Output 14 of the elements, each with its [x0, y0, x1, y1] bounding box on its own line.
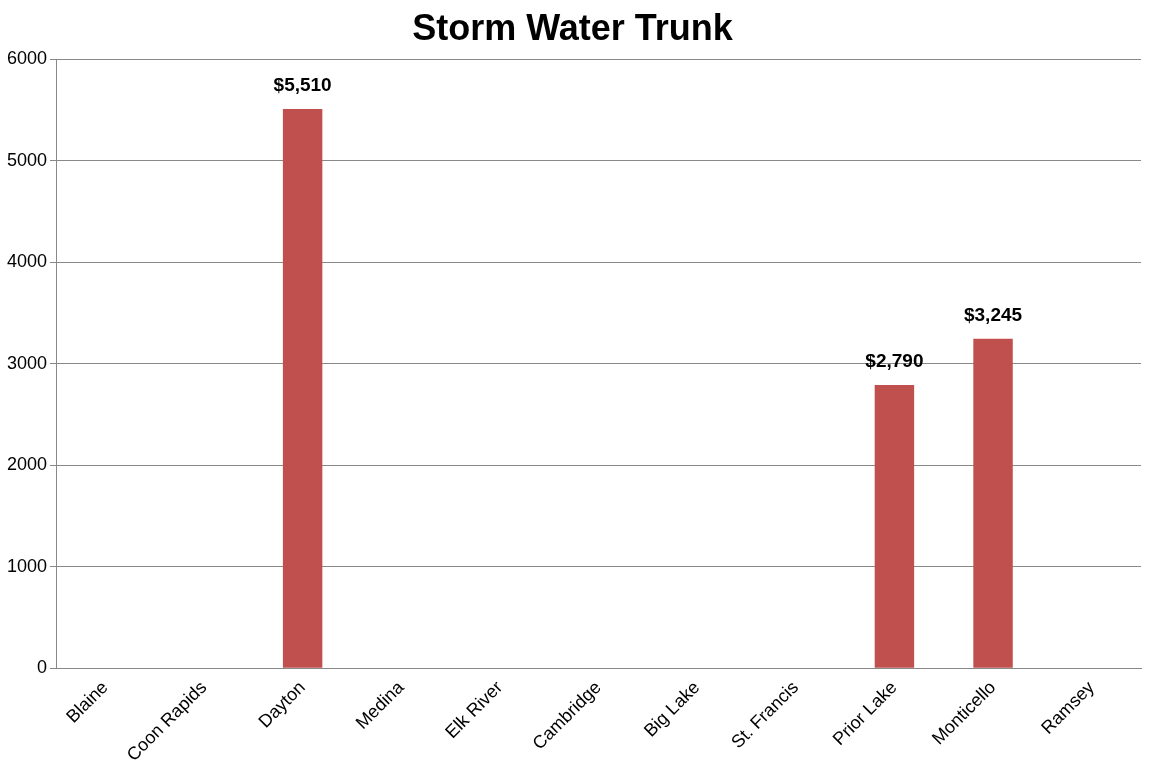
data-label: $5,510 [273, 73, 332, 95]
y-tick-label: 6000 [7, 48, 48, 69]
bar [973, 338, 1013, 668]
bar [874, 384, 915, 668]
bar [282, 108, 323, 668]
data-label: $3,245 [963, 303, 1023, 325]
y-tick-label: 0 [37, 657, 48, 678]
y-tick-label: 5000 [7, 149, 48, 170]
data-label: $2,790 [865, 349, 924, 371]
y-tick-label: 4000 [7, 251, 48, 272]
y-tick-label: 1000 [7, 555, 48, 576]
chart-title: Storm Water Trunk [412, 6, 734, 48]
y-tick-label: 3000 [7, 352, 48, 373]
y-tick-label: 2000 [7, 454, 48, 475]
